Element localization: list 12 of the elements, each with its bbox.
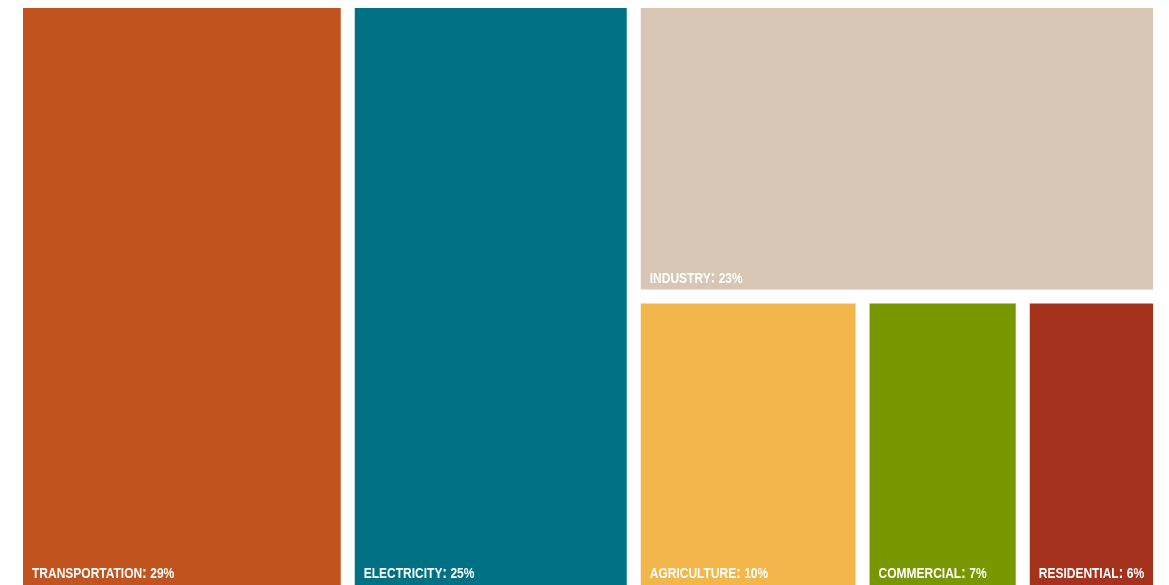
data-label: 29% xyxy=(150,564,175,582)
data-label: 7% xyxy=(969,564,987,582)
category-label: TRANSPORTATION xyxy=(32,564,143,582)
category-label: INDUSTRY xyxy=(649,269,711,286)
category-label: COMMERCIAL xyxy=(878,564,962,582)
data-label: 6% xyxy=(1126,564,1145,582)
data-label: 25% xyxy=(450,564,475,582)
data-label: 23% xyxy=(718,269,743,286)
category-label: AGRICULTURE xyxy=(649,564,737,582)
category-label: RESIDENTIAL xyxy=(1038,564,1119,582)
category-label: ELECTRICITY xyxy=(363,564,443,582)
data-label: 10% xyxy=(744,564,769,582)
